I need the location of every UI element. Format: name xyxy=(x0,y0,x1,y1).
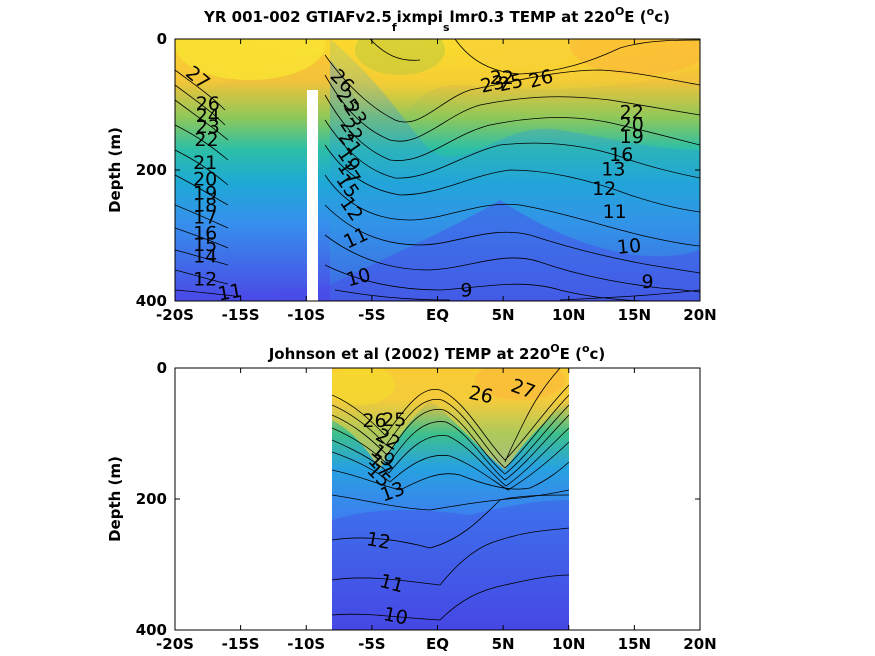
x-tick-label: EQ xyxy=(426,306,449,324)
x-tick-label: 10N xyxy=(552,635,585,653)
x-tick-label: 15N xyxy=(618,635,651,653)
panel-2-x-axis: -20S -15S -10S -5S EQ 5N 10N 15N 20N xyxy=(156,368,717,653)
contour-label: 20 xyxy=(620,114,644,136)
contour-label: 18 xyxy=(193,195,217,217)
contour-label: 9 xyxy=(460,280,472,302)
x-tick-label: -20S xyxy=(156,306,194,324)
panel-2-field xyxy=(332,368,569,630)
contour-label: 12 xyxy=(592,178,616,200)
contour-label: 26 xyxy=(467,382,495,409)
contour-label: 26 xyxy=(362,410,386,432)
x-tick-label: -10S xyxy=(287,306,325,324)
panel-1-y-label: Depth (m) xyxy=(106,127,124,213)
panel-1-title: YR 001-002 GTIAFv2.5fixmpislmr0.3 TEMP a… xyxy=(203,5,670,34)
contour-label: 23 xyxy=(478,71,506,98)
panel-2-title: Johnson et al (2002) TEMP at 220OE (oc) xyxy=(268,342,606,363)
contour-label: 19 xyxy=(193,183,217,205)
contour-label: 16 xyxy=(609,144,633,166)
x-tick-label: -15S xyxy=(222,306,260,324)
y-tick-label: 0 xyxy=(157,359,167,377)
panel-1-contours xyxy=(175,39,700,301)
contour-label: 12 xyxy=(365,528,393,554)
contour-label: 10 xyxy=(616,235,642,259)
y-tick-label: 400 xyxy=(136,621,167,639)
contour-label: 10 xyxy=(381,603,409,630)
x-tick-label: -15S xyxy=(222,635,260,653)
contour-label: 15 xyxy=(193,234,217,256)
contour-label: 11 xyxy=(216,280,244,306)
x-tick-label: 5N xyxy=(492,635,515,653)
panel-2-y-axis: 0 200 400 xyxy=(136,359,700,639)
panel-1-y-axis: 0 200 400 xyxy=(136,30,700,310)
contour-label: 22 xyxy=(620,102,644,124)
panel-2-contours xyxy=(332,368,569,621)
contour-label: 23 xyxy=(196,116,220,138)
contour-label: 14 xyxy=(193,246,217,268)
contour-label: 9 xyxy=(641,271,653,293)
contour-label: 17 xyxy=(193,206,217,228)
x-tick-label: EQ xyxy=(426,635,449,653)
contour-label: 20 xyxy=(193,168,217,190)
y-tick-label: 0 xyxy=(157,30,167,48)
contour-label: 22 xyxy=(194,129,218,151)
panel-2-y-label: Depth (m) xyxy=(106,456,124,542)
x-tick-label: -5S xyxy=(358,635,385,653)
contour-label: 22 xyxy=(490,67,514,89)
contour-label: 25 xyxy=(497,70,525,97)
contour-label: 16 xyxy=(193,223,217,245)
contour-label: 12 xyxy=(193,269,217,291)
contour-label: 25 xyxy=(382,409,406,431)
contour-label: 13 xyxy=(601,159,625,181)
panel-1: YR 001-002 GTIAFv2.5fixmpislmr0.3 TEMP a… xyxy=(106,5,717,324)
contour-label: 26 xyxy=(196,93,220,115)
panel-2: Johnson et al (2002) TEMP at 220OE (oc) xyxy=(106,342,717,653)
contour-label: 21 xyxy=(193,152,217,174)
x-tick-label: -20S xyxy=(156,635,194,653)
x-tick-label: 20N xyxy=(683,635,716,653)
contour-label: 19 xyxy=(620,126,644,148)
panel-1-x-axis: -20S -15S -10S -5S EQ 5N 10N 15N 20N xyxy=(156,39,717,324)
contour-label: 24 xyxy=(196,105,220,127)
y-tick-label: 400 xyxy=(136,292,167,310)
x-tick-label: 10N xyxy=(552,306,585,324)
y-tick-label: 200 xyxy=(136,490,167,508)
x-tick-label: -10S xyxy=(287,635,325,653)
panel-1-field xyxy=(175,39,700,301)
panel-1-missing-data-strip xyxy=(307,90,318,302)
x-tick-label: 20N xyxy=(683,306,716,324)
contour-label: 11 xyxy=(603,201,627,223)
x-tick-label: -5S xyxy=(358,306,385,324)
y-tick-label: 200 xyxy=(136,161,167,179)
x-tick-label: 15N xyxy=(618,306,651,324)
x-tick-label: 5N xyxy=(492,306,515,324)
